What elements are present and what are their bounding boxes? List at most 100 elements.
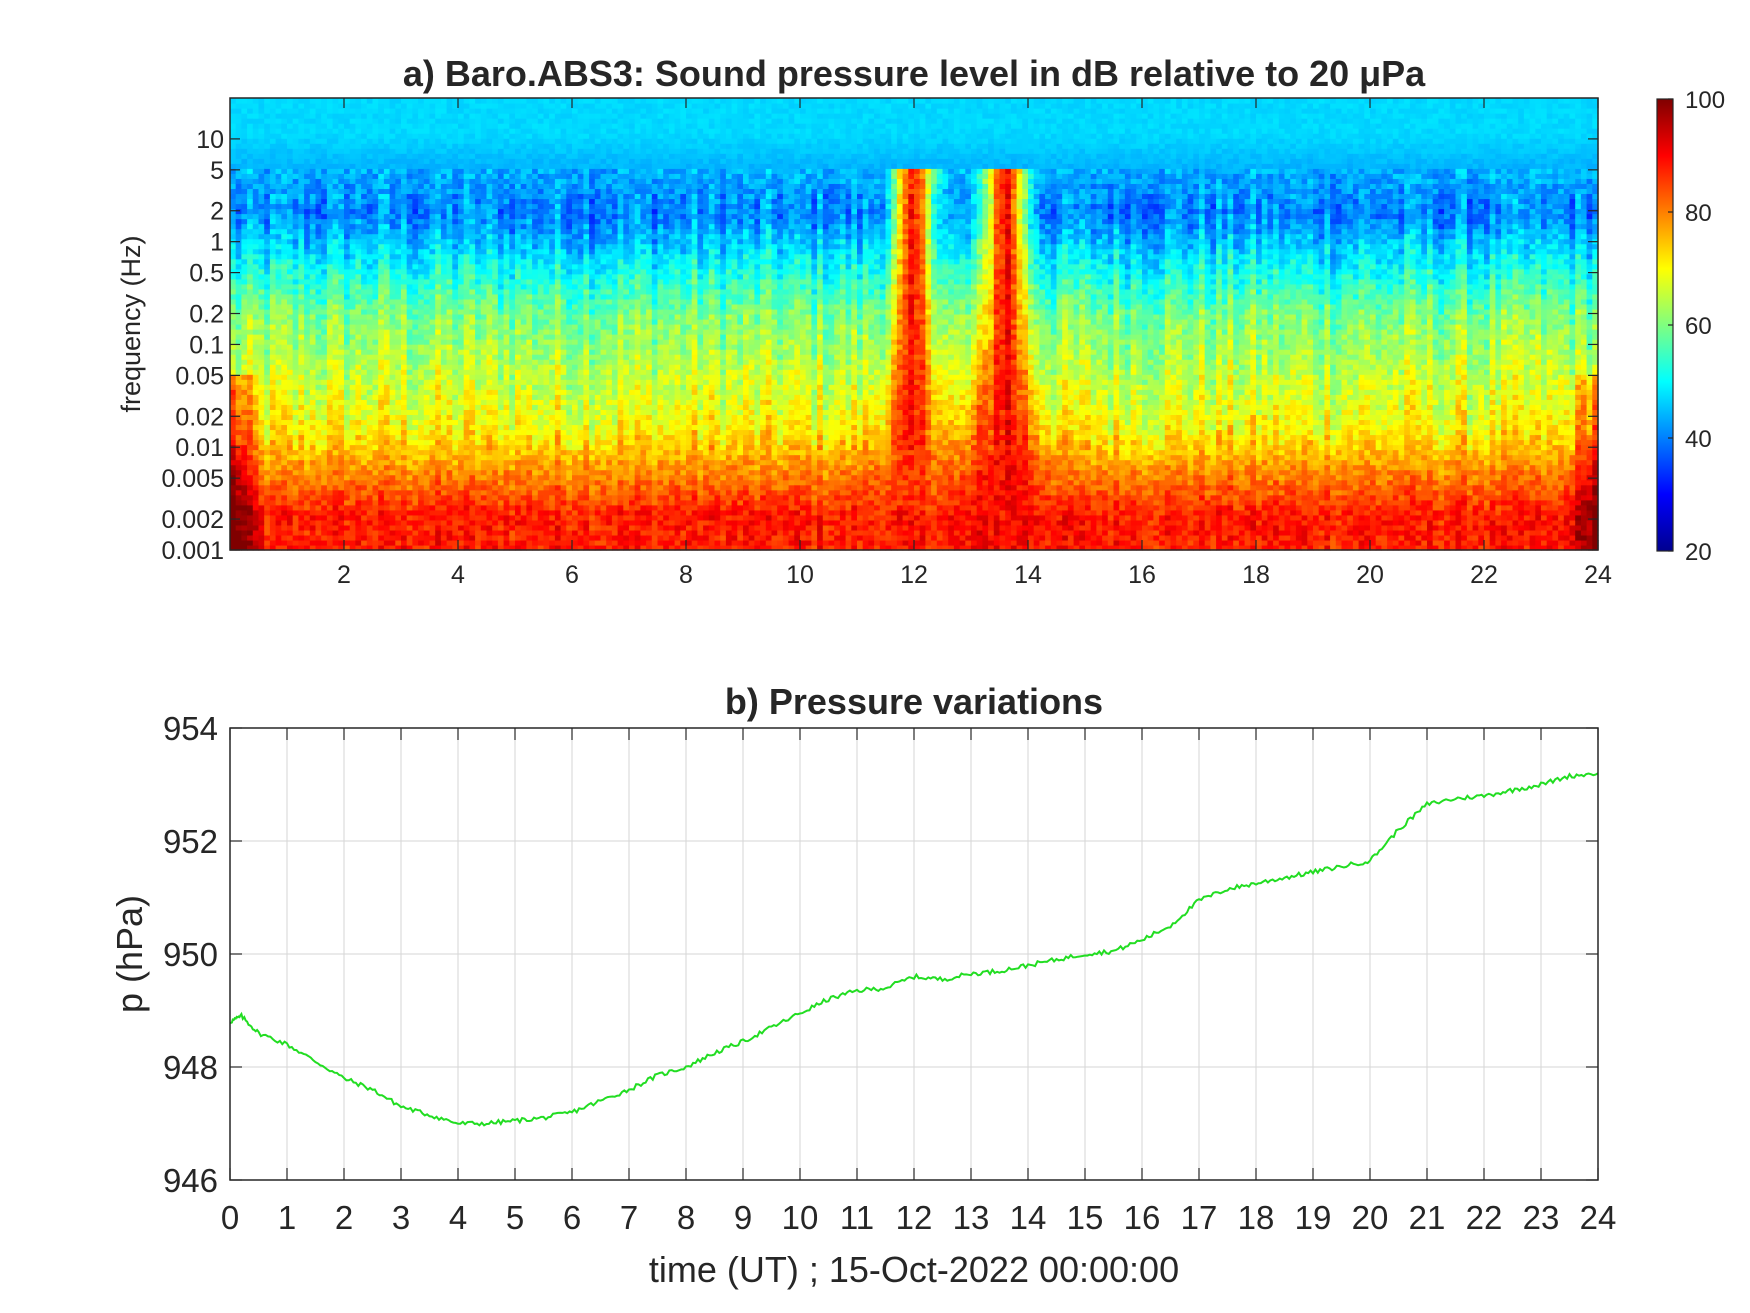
heatmap-cell — [230, 198, 237, 205]
heatmap-cell — [537, 444, 545, 451]
heatmap-cell — [446, 198, 453, 205]
heatmap-cell — [389, 389, 396, 395]
heatmap-cell — [418, 484, 425, 491]
heatmap-cell — [281, 168, 288, 174]
heatmap-cell — [492, 158, 499, 164]
heatmap-cell — [406, 163, 413, 169]
heatmap-cell — [480, 243, 488, 250]
heatmap-cell — [315, 489, 322, 496]
heatmap-cell — [298, 454, 305, 461]
heatmap-cell — [235, 324, 242, 330]
heatmap-cell — [230, 449, 237, 456]
heatmap-cell — [287, 389, 294, 395]
heatmap-cell — [480, 133, 488, 139]
heatmap-cell — [264, 509, 271, 516]
heatmap-cell — [321, 253, 328, 260]
heatmap-cell — [235, 494, 242, 501]
heatmap-cell — [349, 128, 356, 134]
heatmap-cell — [383, 313, 391, 320]
heatmap-cell — [372, 544, 379, 551]
heatmap-cell — [366, 414, 374, 421]
heatmap-cell — [509, 133, 516, 139]
heatmap-cell — [532, 278, 539, 285]
heatmap-cell — [526, 178, 533, 184]
heatmap-cell — [429, 464, 436, 471]
heatmap-cell — [361, 148, 368, 154]
heatmap-cell — [326, 233, 334, 240]
heatmap-cell — [292, 143, 299, 149]
heatmap-cell — [492, 223, 499, 230]
heatmap-cell — [230, 253, 237, 260]
heatmap-cell — [429, 469, 436, 476]
heatmap-cell — [281, 344, 288, 350]
heatmap-cell — [321, 258, 328, 265]
heatmap-cell — [446, 474, 453, 481]
heatmap-cell — [264, 389, 271, 395]
heatmap-cell — [492, 494, 499, 501]
heatmap-cell — [406, 474, 413, 481]
heatmap-cell — [355, 344, 362, 350]
heatmap-cell — [406, 434, 413, 441]
heatmap-cell — [515, 369, 522, 375]
heatmap-cell — [401, 399, 408, 405]
heatmap-cell — [395, 228, 402, 235]
heatmap-cell — [338, 499, 345, 506]
heatmap-cell — [463, 489, 470, 496]
heatmap-cell — [281, 369, 288, 375]
heatmap-cell — [515, 313, 522, 320]
heatmap-cell — [281, 404, 288, 410]
heatmap-cell — [247, 253, 254, 260]
heatmap-cell — [287, 479, 294, 486]
heatmap-cell — [509, 293, 516, 300]
heatmap-cell — [492, 213, 499, 220]
heatmap-cell — [304, 268, 311, 275]
heatmap-cell — [372, 459, 379, 466]
heatmap-cell — [389, 494, 396, 501]
heatmap-cell — [349, 113, 356, 119]
heatmap-cell — [344, 163, 351, 169]
heatmap-cell — [503, 454, 510, 461]
heatmap-cell — [304, 218, 311, 225]
heatmap-cell — [389, 103, 396, 109]
heatmap-cell — [235, 419, 242, 426]
heatmap-cell — [235, 98, 242, 104]
heatmap-cell — [423, 429, 431, 436]
heatmap-cell — [269, 98, 277, 104]
heatmap-cell — [269, 303, 277, 310]
heatmap-cell — [418, 203, 425, 210]
heatmap-cell — [452, 369, 459, 375]
heatmap-cell — [537, 509, 545, 516]
heatmap-cell — [235, 118, 242, 124]
heatmap-cell — [520, 238, 527, 245]
heatmap-cell — [355, 329, 362, 335]
heatmap-cell — [338, 298, 345, 305]
heatmap-cell — [395, 218, 402, 225]
heatmap-cell — [526, 143, 533, 149]
heatmap-cell — [440, 479, 448, 486]
heatmap-cell — [401, 213, 408, 220]
heatmap-cell — [463, 374, 470, 380]
heatmap-cell — [252, 494, 260, 501]
heatmap-cell — [230, 399, 237, 405]
heatmap-cell — [304, 173, 311, 179]
heatmap-cell — [423, 544, 431, 551]
heatmap-cell — [520, 439, 527, 446]
heatmap-cell — [378, 278, 385, 285]
heatmap-cell — [475, 334, 482, 340]
heatmap-cell — [532, 143, 539, 149]
heatmap-cell — [515, 228, 522, 235]
heatmap-cell — [252, 253, 260, 260]
heatmap-cell — [275, 344, 282, 350]
heatmap-cell — [372, 429, 379, 436]
heatmap-cell — [406, 399, 413, 405]
heatmap-cell — [406, 464, 413, 471]
heatmap-cell — [378, 308, 385, 315]
heatmap-cell — [349, 364, 356, 370]
heatmap-cell — [486, 153, 493, 159]
heatmap-cell — [543, 359, 550, 365]
heatmap-cell — [520, 509, 527, 516]
heatmap-cell — [355, 354, 362, 360]
heatmap-cell — [406, 394, 413, 400]
heatmap-cell — [406, 313, 413, 320]
heatmap-cell — [361, 529, 368, 536]
